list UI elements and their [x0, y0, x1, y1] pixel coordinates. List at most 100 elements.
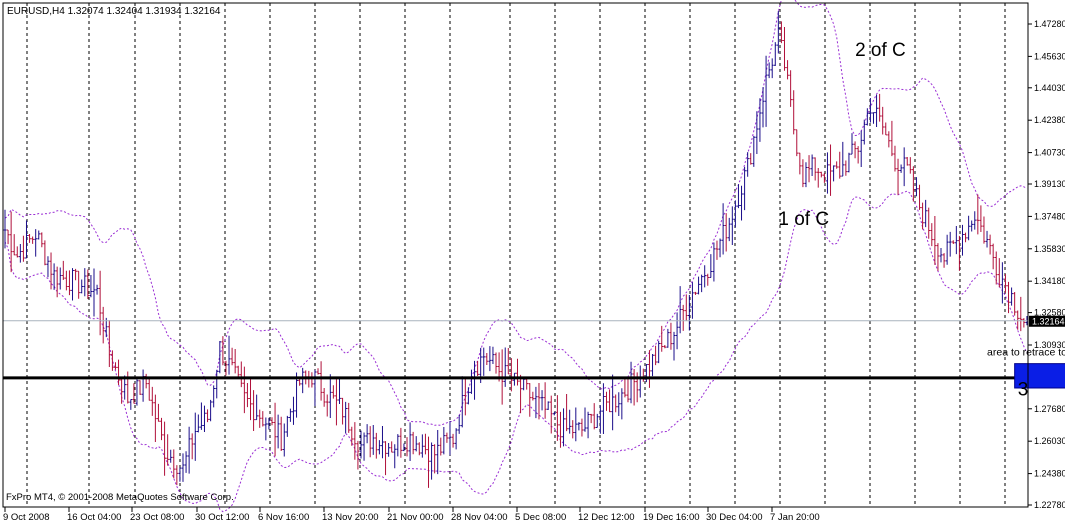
price-bar — [1013, 292, 1017, 316]
price-bar — [804, 162, 808, 188]
price-bar — [49, 252, 53, 290]
price-bar — [396, 434, 400, 457]
price-bar — [994, 251, 998, 285]
y-tick-label: 1.44030 — [1034, 83, 1065, 93]
price-bar — [678, 286, 682, 334]
y-tick-label: 1.27680 — [1034, 404, 1065, 414]
price-bar — [878, 93, 882, 122]
price-bar — [301, 367, 305, 394]
y-tick-label: 1.32580 — [1034, 308, 1065, 318]
price-bar — [770, 58, 774, 79]
price-bar — [6, 229, 10, 245]
price-bar — [448, 420, 452, 456]
x-tick-label: 7 Jan 20:00 — [770, 512, 820, 523]
price-bar — [951, 240, 955, 244]
x-tick-label: 21 Nov 00:00 — [387, 512, 444, 523]
price-bar — [789, 70, 793, 107]
price-bar — [546, 401, 550, 411]
price-bar — [844, 160, 848, 176]
price-bar — [970, 220, 974, 232]
price-bar — [420, 434, 424, 458]
price-bar — [436, 430, 440, 475]
price-bar — [945, 234, 949, 265]
price-bar — [335, 379, 338, 426]
price-bar — [976, 194, 980, 235]
price-bar — [620, 388, 624, 420]
price-bar — [519, 374, 522, 414]
price-bar — [724, 213, 728, 252]
price-bar — [700, 274, 704, 293]
price-bar — [239, 361, 243, 388]
price-bar — [737, 184, 740, 209]
price-bar — [859, 130, 863, 168]
price-bar — [749, 153, 753, 165]
time-axis: 9 Oct 2008 16 Oct 04:00 23 Oct 08:00 30 Oct… — [3, 507, 820, 523]
price-bar — [163, 421, 166, 476]
price-bar — [74, 268, 77, 281]
retrace-zone — [1014, 363, 1065, 389]
price-bar — [313, 369, 317, 407]
price-bar — [362, 432, 366, 461]
price-bar — [890, 120, 894, 157]
price-bar — [743, 166, 746, 211]
price-bar — [819, 171, 823, 178]
price-bar — [83, 268, 87, 297]
price-bar — [203, 405, 206, 433]
price-bar — [611, 374, 615, 431]
price-bar — [853, 141, 857, 159]
price-bar — [40, 232, 44, 248]
price-bar — [267, 417, 271, 430]
price-bar — [896, 158, 900, 195]
x-tick-label: 6 Nov 16:00 — [258, 512, 309, 523]
price-bar — [764, 55, 768, 127]
price-bar — [430, 442, 433, 480]
price-bar — [672, 331, 676, 361]
price-bar — [331, 385, 335, 399]
price-bar — [776, 10, 780, 54]
price-bar — [258, 409, 262, 428]
price-bar — [623, 377, 627, 398]
price-bar — [273, 402, 277, 457]
price-bar — [540, 390, 544, 411]
price-bar — [347, 402, 351, 433]
price-bar — [887, 131, 891, 148]
price-bar — [261, 411, 265, 427]
price-bar — [15, 246, 19, 258]
price-bar — [218, 341, 222, 374]
x-tick-label: 9 Oct 2008 — [3, 512, 49, 523]
price-bar — [865, 108, 869, 126]
price-bar — [485, 352, 489, 366]
price-bar — [948, 231, 952, 257]
price-bar — [807, 155, 811, 183]
price-bar — [37, 230, 41, 240]
price-bar — [534, 386, 538, 419]
x-tick-label: 13 Nov 20:00 — [322, 512, 379, 523]
price-bar — [433, 444, 437, 474]
price-bar — [80, 279, 84, 294]
price-bar — [46, 256, 50, 278]
price-bar — [147, 378, 151, 401]
price-bar — [841, 141, 845, 177]
price-bar — [602, 383, 605, 435]
copyright-text: FxPro MT4, © 2001-2008 MetaQuotes Softwa… — [6, 492, 234, 503]
price-bar — [509, 358, 513, 392]
price-bar — [172, 449, 176, 479]
price-bar — [196, 414, 200, 433]
price-bar — [1000, 262, 1004, 304]
price-bar — [549, 395, 553, 434]
price-bar — [101, 306, 105, 344]
price-bar — [111, 350, 114, 371]
price-bar — [1019, 296, 1023, 332]
x-tick-label: 12 Dec 12:00 — [578, 512, 635, 523]
price-bar — [798, 152, 802, 175]
price-bar — [381, 425, 384, 459]
price-bar — [221, 336, 225, 366]
price-bar — [160, 417, 163, 441]
price-bar — [721, 203, 725, 255]
price-bar — [850, 133, 854, 155]
price-bar — [822, 173, 826, 183]
price-bar — [58, 267, 62, 290]
price-bars — [3, 10, 1029, 488]
